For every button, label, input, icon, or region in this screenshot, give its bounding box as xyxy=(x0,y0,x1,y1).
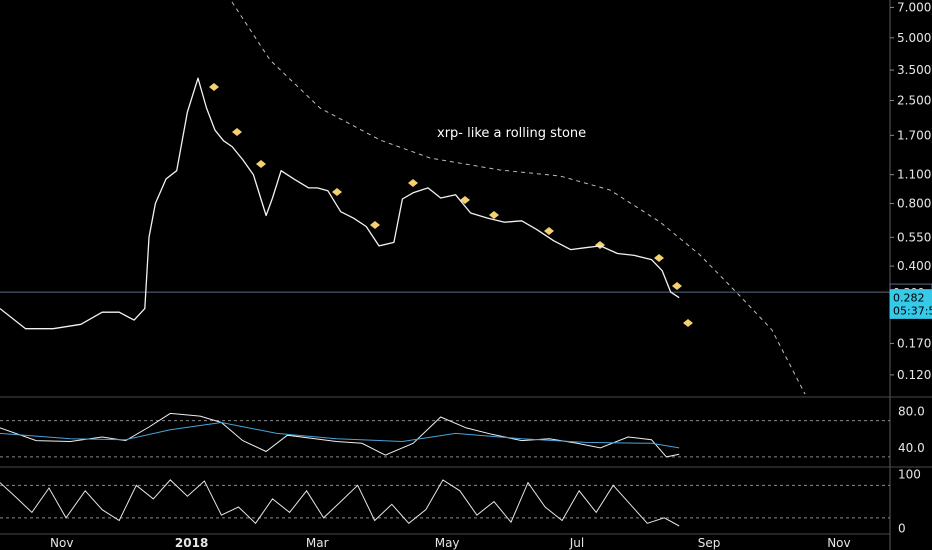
price-label-text: 0.282 xyxy=(893,292,925,305)
oscillator-line[interactable] xyxy=(0,412,680,458)
projection-marker[interactable] xyxy=(672,282,682,290)
time-tick-label: 2018 xyxy=(175,536,208,550)
projection-marker[interactable] xyxy=(232,128,242,136)
price-tick-label: 0.170 xyxy=(897,336,931,350)
price-tick-label: 0.120 xyxy=(897,368,931,382)
oscillator-tick-label: 40.0 xyxy=(898,441,925,455)
time-tick-label: Jul xyxy=(569,536,584,550)
projection-marker[interactable] xyxy=(654,254,664,262)
price-tick-label: 7.000 xyxy=(897,0,931,14)
price-series-line[interactable] xyxy=(0,77,680,330)
price-tick-label: 1.700 xyxy=(897,128,931,142)
time-tick-label: Sep xyxy=(698,536,721,550)
time-tick-label: Mar xyxy=(306,536,329,550)
price-tick-label: 0.550 xyxy=(897,230,931,244)
price-label-text: 05:37:5 xyxy=(893,304,932,317)
projection-marker[interactable] xyxy=(544,227,554,235)
price-tick-label: 0.800 xyxy=(897,196,931,210)
projection-marker[interactable] xyxy=(683,319,693,327)
projection-marker[interactable] xyxy=(460,196,470,204)
chart-annotation: xrp- like a rolling stone xyxy=(437,126,586,141)
time-tick-label: Nov xyxy=(50,536,73,550)
price-tick-label: 1.100 xyxy=(897,168,931,182)
projection-marker[interactable] xyxy=(256,160,266,168)
time-tick-label: May xyxy=(435,536,460,550)
stochastic-tick-label: 0 xyxy=(898,522,906,536)
oscillator-tick-label: 80.0 xyxy=(898,405,925,419)
projection-marker[interactable] xyxy=(209,83,219,91)
price-tick-label: 0.400 xyxy=(897,259,931,273)
price-label-badge xyxy=(889,301,932,319)
time-tick-label: Nov xyxy=(827,536,850,550)
oscillator-signal-line[interactable] xyxy=(0,421,680,449)
projection-marker[interactable] xyxy=(408,179,418,187)
projection-marker[interactable] xyxy=(370,221,380,229)
price-tick-label: 2.500 xyxy=(897,93,931,107)
projection-marker[interactable] xyxy=(489,211,499,219)
price-tick-label: 5.000 xyxy=(897,31,931,45)
stochastic-line[interactable] xyxy=(0,479,680,527)
projection-marker[interactable] xyxy=(332,188,342,196)
parabolic-curve[interactable] xyxy=(231,1,806,395)
price-tick-label: 3.500 xyxy=(897,63,931,77)
stochastic-tick-label: 100 xyxy=(898,468,921,482)
